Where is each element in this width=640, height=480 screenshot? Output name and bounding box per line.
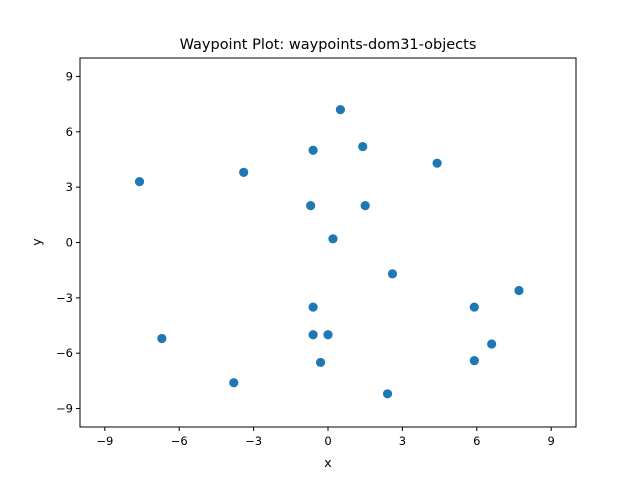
data-point xyxy=(358,141,368,152)
data-point xyxy=(323,330,333,340)
data-point xyxy=(387,269,398,279)
data-point xyxy=(514,285,524,296)
data-point xyxy=(134,177,145,187)
plot-area xyxy=(80,58,576,427)
data-point xyxy=(335,105,345,115)
x-tick-label: 9 xyxy=(548,434,555,448)
y-tick-label: 6 xyxy=(66,125,73,139)
plot-frame xyxy=(79,57,577,428)
y-tick-label: −3 xyxy=(56,291,73,305)
data-point xyxy=(469,302,479,312)
y-axis-label: y xyxy=(29,238,44,246)
data-point xyxy=(469,355,479,366)
data-point xyxy=(360,201,370,211)
y-tick-label: 0 xyxy=(66,236,73,250)
data-point xyxy=(382,389,393,399)
data-point xyxy=(487,339,497,349)
points-layer xyxy=(134,105,524,399)
x-axis-label: x xyxy=(324,455,331,470)
x-tick-label: 0 xyxy=(324,434,331,448)
data-point xyxy=(328,234,338,244)
data-point xyxy=(308,145,318,155)
data-point xyxy=(157,333,167,344)
data-point xyxy=(308,302,318,312)
ticks-layer: −9 −6 −3 0 3 6 9 −9 −6 −3 0 3 6 9 xyxy=(56,69,555,448)
y-tick-label: −6 xyxy=(56,346,73,360)
x-tick-label: 3 xyxy=(399,434,406,448)
data-point xyxy=(315,357,326,368)
data-point xyxy=(432,158,442,168)
chart-title: Waypoint Plot: waypoints-dom31-objects xyxy=(180,37,477,53)
x-tick-label: −3 xyxy=(245,434,262,448)
data-point xyxy=(239,167,249,177)
y-tick-label: −9 xyxy=(56,402,73,416)
data-point xyxy=(308,330,318,340)
data-point xyxy=(229,378,239,388)
data-point xyxy=(306,201,316,211)
y-tick-label: 9 xyxy=(66,69,73,83)
y-tick-label: 3 xyxy=(66,180,73,194)
x-tick-label: 6 xyxy=(473,434,480,448)
x-tick-label: −9 xyxy=(96,434,113,448)
x-tick-label: −6 xyxy=(171,434,188,448)
